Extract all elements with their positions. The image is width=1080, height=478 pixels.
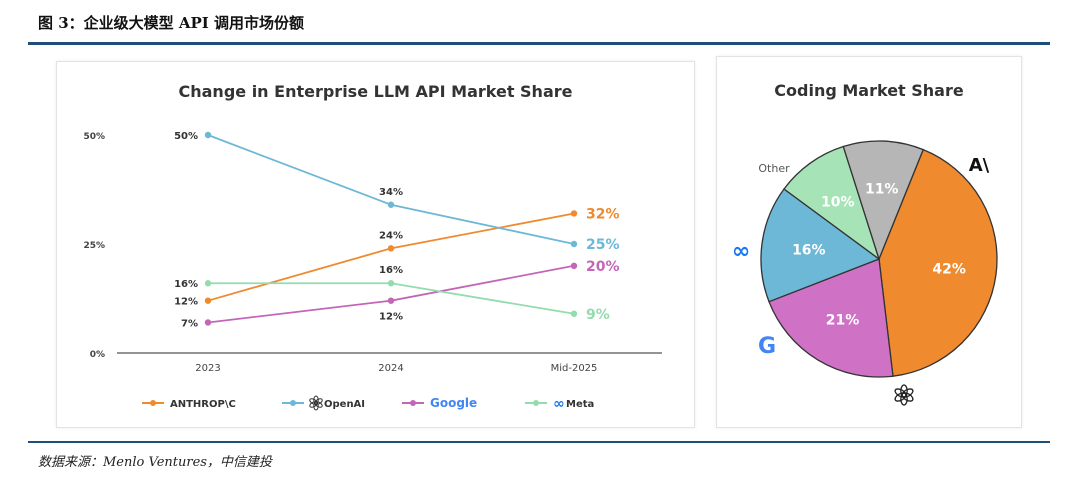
legend-label: ANTHROP\C [170,399,236,410]
data-label: 16% [379,265,403,276]
line-chart-title: Change in Enterprise LLM API Market Shar… [178,82,573,101]
y-tick-label: 25% [83,241,105,251]
data-label: 7% [181,318,198,329]
legend-label: Google [430,396,477,410]
openai-icon [894,384,914,406]
pie-slice-label: 10% [821,194,855,210]
legend-label: Meta [566,399,594,410]
series-line-anthropc [207,212,575,302]
pie-slice-meta [783,145,881,261]
figure-caption: 图 3：企业级大模型 API 调用市场份额 [38,14,305,32]
pie-slice-google [760,188,881,303]
data-point [570,262,578,269]
top-rule [28,42,1050,45]
data-point [204,319,212,326]
data-label: 20% [586,259,620,275]
line-chart: 0% 25% 50% 2023 2024 Mid-2025 12% 24% 32% 50% 34% 2… [83,131,662,412]
legend-marker [410,400,416,406]
data-point [204,131,212,139]
data-point [387,297,395,304]
bottom-rule [28,441,1050,443]
data-label: 24% [379,230,403,241]
data-label: 12% [379,312,403,323]
data-label: 9% [586,307,610,323]
pie-slice-label: 16% [792,243,826,259]
line-chart-panel: Change in Enterprise LLM API Market Shar… [56,61,695,428]
pie-slice-anthropic [878,148,998,377]
data-point [387,280,395,287]
data-point [204,280,212,287]
other-label: Other [758,162,790,175]
pie-slice-openai [768,258,894,378]
data-label: 12% [174,297,198,308]
data-point [570,240,578,248]
meta-icon: ∞ [553,396,565,412]
data-label: 50% [174,131,198,142]
data-label: 16% [174,279,198,290]
legend-label: OpenAI [324,399,365,410]
pie-chart-panel: Coding Market Share 42% 21% 16% 10% 11% A\ G ∞ O… [716,56,1022,428]
data-point [387,245,395,252]
pie-slice-label: 21% [826,313,860,329]
meta-icon: ∞ [732,239,750,264]
y-tick-label: 0% [90,350,105,360]
data-label: 32% [586,206,620,222]
openai-icon-petal [309,398,318,405]
pie-slice-other [842,140,925,261]
anthropic-icon: A\ [969,155,990,176]
data-label: 34% [379,187,403,198]
y-tick-label: 50% [83,132,105,142]
google-icon: G [758,334,776,359]
x-tick-label: Mid-2025 [551,363,598,374]
openai-icon-petal [894,388,907,398]
data-point [204,297,212,304]
source-note: 数据来源：Menlo Ventures，中信建投 [38,455,272,470]
data-point [570,210,578,217]
pie-chart: 42% 21% 16% 10% 11% A\ G ∞ Other [732,140,998,406]
legend-marker [533,400,539,406]
openai-icon [309,395,323,411]
legend-marker [290,400,296,406]
pie-slice-label: 11% [865,181,899,197]
legend-marker [150,400,156,406]
data-label: 25% [586,237,620,253]
pie-chart-title: Coding Market Share [774,81,964,100]
x-tick-label: 2023 [195,363,220,374]
data-point [387,201,395,208]
data-point [570,310,578,317]
x-tick-label: 2024 [378,363,403,374]
pie-slice-label: 42% [932,261,966,277]
